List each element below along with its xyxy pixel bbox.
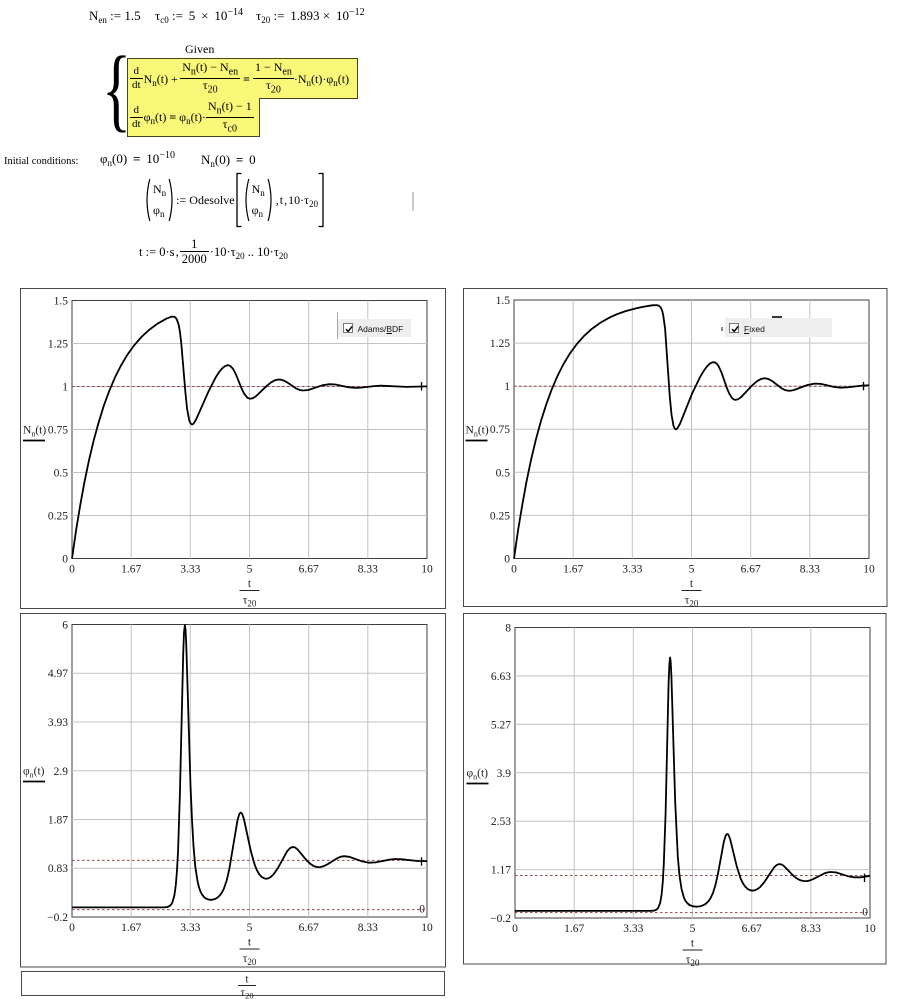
- svg-text:τ20: τ20: [243, 953, 257, 967]
- svg-text:5: 5: [247, 922, 253, 934]
- svg-text:t: t: [248, 578, 252, 590]
- svg-text:4.97: 4.97: [48, 668, 68, 680]
- svg-text:0: 0: [511, 564, 517, 576]
- svg-text:−0.2: −0.2: [490, 913, 511, 925]
- svg-text:0.83: 0.83: [48, 863, 68, 875]
- svg-text:0.5: 0.5: [496, 467, 511, 479]
- svg-text:5: 5: [247, 564, 253, 576]
- svg-text:8.33: 8.33: [801, 923, 821, 935]
- svg-text:φn(t): φn(t): [467, 768, 489, 782]
- svg-text:1: 1: [62, 382, 68, 394]
- svg-text:8.33: 8.33: [358, 564, 378, 576]
- svg-text:1.25: 1.25: [490, 338, 510, 350]
- svg-text:1.67: 1.67: [121, 564, 141, 576]
- svg-text:0: 0: [862, 907, 868, 919]
- svg-text:0: 0: [62, 554, 68, 566]
- svg-text:3.93: 3.93: [48, 717, 68, 729]
- svg-text:t: t: [690, 578, 694, 590]
- svg-text:t: t: [691, 938, 695, 950]
- svg-text:φn(t): φn(t): [23, 766, 45, 780]
- svg-text:10: 10: [421, 922, 433, 934]
- svg-text:3.33: 3.33: [180, 564, 200, 576]
- svg-text:6.67: 6.67: [299, 564, 319, 576]
- svg-text:τ20: τ20: [686, 954, 700, 968]
- svg-text:2.53: 2.53: [491, 816, 511, 828]
- svg-text:1.5: 1.5: [54, 296, 69, 308]
- svg-text:6.67: 6.67: [741, 564, 761, 576]
- svg-text:Nn(t): Nn(t): [466, 425, 489, 439]
- svg-text:1.67: 1.67: [564, 923, 584, 935]
- svg-text:0.25: 0.25: [48, 511, 68, 523]
- svg-text:5: 5: [689, 564, 695, 576]
- svg-text:0.75: 0.75: [48, 425, 68, 437]
- svg-text:6.67: 6.67: [742, 923, 762, 935]
- svg-text:6.63: 6.63: [491, 671, 511, 683]
- svg-text:5: 5: [690, 923, 696, 935]
- svg-text:1.17: 1.17: [491, 865, 511, 877]
- svg-text:1.5: 1.5: [496, 295, 511, 307]
- svg-text:10: 10: [864, 923, 876, 935]
- svg-text:1.67: 1.67: [563, 564, 583, 576]
- svg-text:0.5: 0.5: [54, 468, 69, 480]
- svg-text:0: 0: [504, 554, 510, 566]
- svg-text:τ20: τ20: [240, 987, 253, 999]
- svg-text:1.87: 1.87: [48, 815, 68, 827]
- svg-text:−0.2: −0.2: [47, 912, 68, 924]
- svg-text:0: 0: [419, 904, 425, 916]
- svg-text:Nn(t): Nn(t): [23, 425, 46, 439]
- svg-text:6: 6: [62, 620, 68, 632]
- svg-text:3.9: 3.9: [497, 768, 512, 780]
- svg-text:τ20: τ20: [243, 595, 257, 609]
- svg-text:8.33: 8.33: [358, 922, 378, 934]
- svg-text:0: 0: [69, 564, 75, 576]
- svg-text:8: 8: [505, 623, 511, 635]
- svg-text:3.33: 3.33: [180, 922, 200, 934]
- svg-text:0: 0: [69, 922, 75, 934]
- svg-text:0.25: 0.25: [490, 510, 510, 522]
- svg-text:10: 10: [421, 564, 433, 576]
- svg-text:5.27: 5.27: [491, 719, 511, 731]
- svg-text:3.33: 3.33: [623, 923, 643, 935]
- svg-text:1.67: 1.67: [121, 922, 141, 934]
- svg-text:3.33: 3.33: [622, 564, 642, 576]
- svg-text:8.33: 8.33: [800, 564, 820, 576]
- svg-text:τ20: τ20: [685, 595, 699, 609]
- svg-text:1: 1: [504, 381, 510, 393]
- svg-text:0.75: 0.75: [490, 424, 510, 436]
- svg-text:2.9: 2.9: [54, 766, 69, 778]
- svg-text:t: t: [248, 937, 252, 949]
- svg-text:6.67: 6.67: [299, 922, 319, 934]
- svg-text:t: t: [245, 974, 249, 986]
- svg-text:1.25: 1.25: [48, 339, 68, 351]
- svg-text:10: 10: [863, 564, 875, 576]
- svg-text:0: 0: [512, 923, 518, 935]
